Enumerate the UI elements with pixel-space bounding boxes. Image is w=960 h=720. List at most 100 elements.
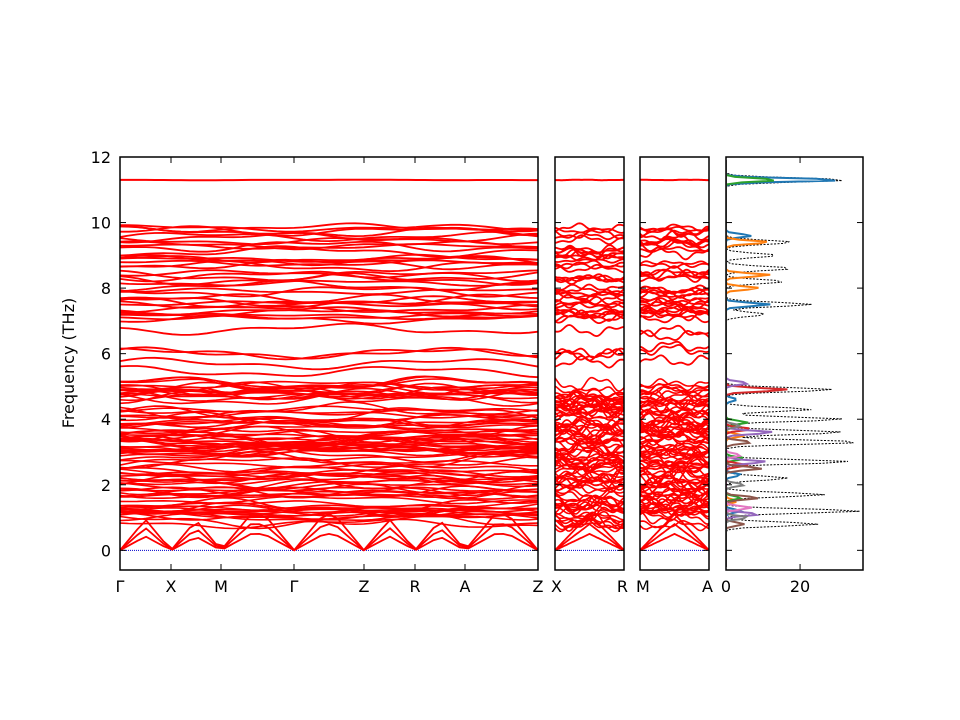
band-line [640,324,709,338]
axes-frame-3 [639,156,710,571]
band-line [640,499,709,513]
axes-frame-4 [725,156,864,571]
band-line [555,416,624,431]
band-line [120,468,538,478]
band-line [640,412,709,428]
band-line [555,456,624,465]
band-line [640,382,709,396]
band-line [555,300,624,309]
band-line [640,434,709,449]
band-line [555,458,624,473]
x-tick-label: X [551,577,562,596]
x-tick-label: Γ [116,577,125,596]
band-line [120,230,538,243]
band-line [555,470,624,483]
band-line [120,223,538,233]
band-line [555,424,624,437]
band-line [555,307,624,315]
band-line [120,504,538,517]
band-line [120,386,538,405]
band-line [120,365,538,379]
band-line [120,240,538,253]
band-line [640,390,709,402]
band-line [640,260,709,269]
band-line [555,453,624,463]
band-line [120,444,538,457]
band-line [640,246,709,261]
band-line [640,445,709,459]
dos-projected-line-6 [726,160,762,567]
band-line [640,399,709,407]
band-line [555,234,624,246]
band-line [640,465,709,474]
band-line [120,272,538,286]
band-line [120,463,538,475]
band-line [120,429,538,441]
band-line [640,273,709,281]
dos-x-tick-label: 0 [721,577,731,596]
band-line [120,375,538,390]
band-line [555,231,624,241]
band-line [640,487,709,504]
band-line [555,263,624,274]
band-line [640,306,709,316]
band-line [120,304,538,314]
acoustic-branch [640,512,709,551]
band-line [120,472,538,484]
y-tick-label: 0 [101,541,111,560]
band-line [120,486,538,497]
y-tick-label: 10 [91,214,111,233]
y-tick-label: 2 [101,476,111,495]
band-line [640,507,709,516]
band-line [640,431,709,447]
band-line [640,408,709,422]
band-panel-2-curves [555,178,624,552]
y-tick-label: 6 [101,345,111,364]
y-tick-label: 8 [101,279,111,298]
band-line [640,178,709,182]
band-line [555,480,624,494]
axes-frames [119,156,864,571]
plot-area [120,160,860,567]
band-line [555,419,624,438]
band-line [555,283,624,295]
band-line [640,404,709,423]
band-line [120,356,538,371]
band-line [120,479,538,492]
x-tick-label: Z [359,577,370,596]
band-line [555,402,624,417]
band-line [555,244,624,258]
band-line [120,287,538,296]
band-line [640,380,709,389]
dos-total-line [726,160,860,567]
band-line [120,286,538,298]
band-line [120,407,538,416]
dos-x-tick-label: 20 [790,577,810,596]
band-line [640,426,709,438]
x-tick-label: X [166,577,177,596]
acoustic-branch [555,512,624,551]
band-line [120,245,538,259]
band-line [640,306,709,319]
x-tick-label: M [636,577,650,596]
band-line [120,259,538,267]
band-line [120,452,538,462]
band-line [555,437,624,446]
band-line [555,385,624,400]
acoustic-branch [120,532,538,552]
x-tick-label: A [702,577,713,596]
band-line [120,512,538,526]
band-line [640,238,709,249]
band-line [640,503,709,519]
band-line [640,454,709,467]
band-line [120,472,538,485]
band-line [555,497,624,514]
band-line [640,329,709,341]
band-line [555,355,624,369]
x-tick-label: R [409,577,420,596]
acoustic-branch [120,523,538,552]
axes-frame-2 [554,156,625,571]
band-line [120,269,538,279]
band-line [120,459,538,468]
